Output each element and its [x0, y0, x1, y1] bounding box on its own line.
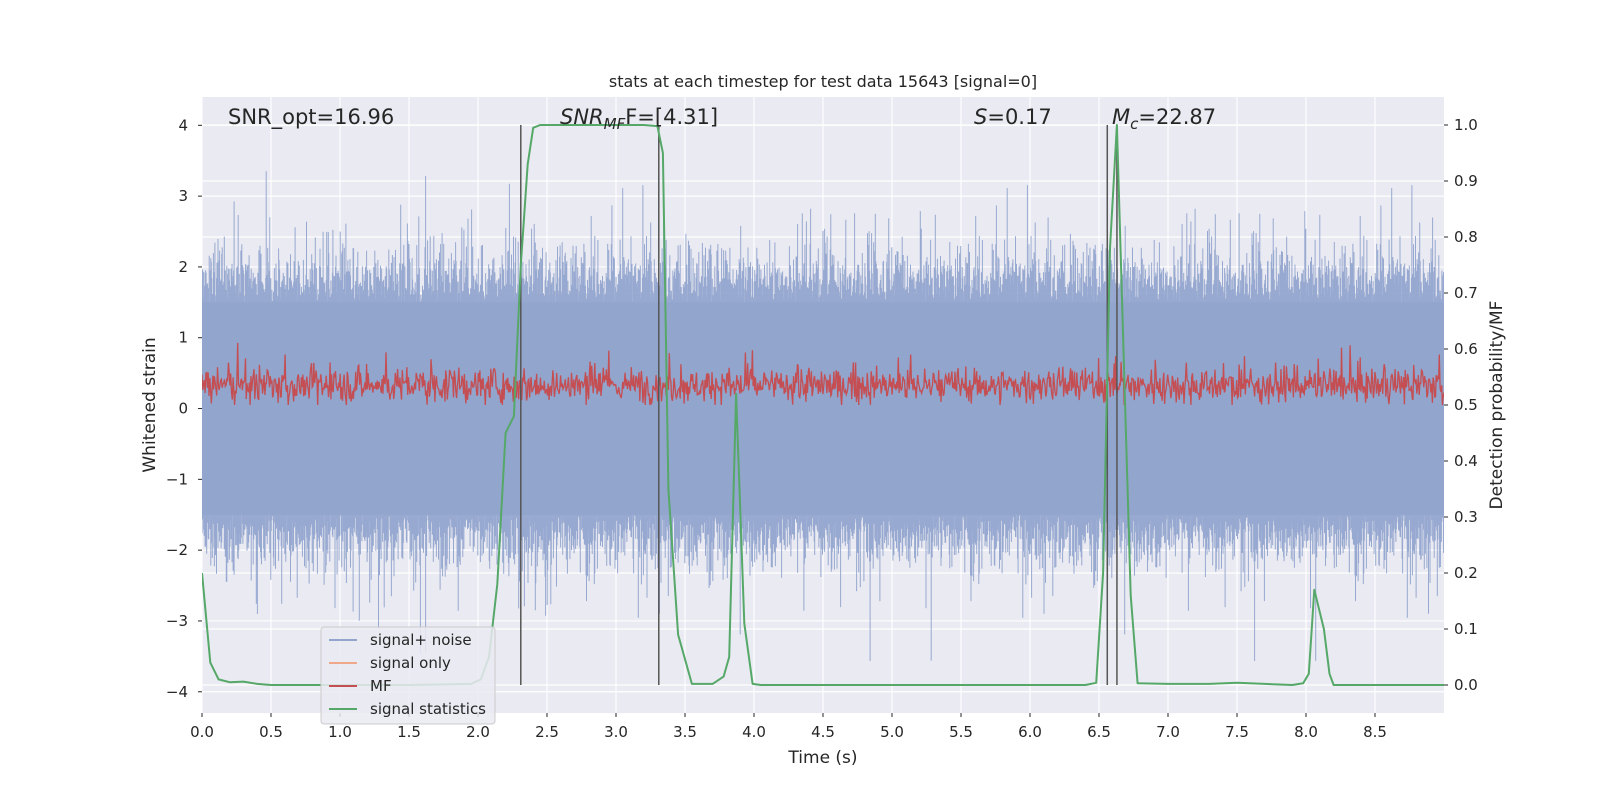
y-right-tick-label: 0.8: [1454, 228, 1478, 246]
x-tick-label: 8.0: [1294, 723, 1318, 741]
y-left-tick-label: 0: [178, 400, 188, 418]
y-right-tick-label: 1.0: [1454, 116, 1478, 134]
y-right-tick-label: 0.2: [1454, 564, 1478, 582]
x-tick-label: 4.0: [742, 723, 766, 741]
x-ticks: 0.0 0.5 1.0 1.5 2.0 2.5 3.0 3.5 4.0 4.5 5.0 5.5 6.0 6…: [190, 713, 1387, 741]
mf-trace: [202, 342, 1444, 406]
x-tick-label: 0.0: [190, 723, 214, 741]
y-left-tick-label: −3: [166, 612, 188, 630]
y-left-tick-label: −4: [166, 683, 188, 701]
x-tick-label: 8.5: [1363, 723, 1387, 741]
chart-title: stats at each timestep for test data 156…: [609, 72, 1037, 91]
y-right-tick-label: 0.5: [1454, 396, 1478, 414]
x-axis-label: Time (s): [787, 748, 857, 768]
y-right-tick-label: 0.4: [1454, 452, 1478, 470]
legend-label-signal-noise: signal+ noise: [370, 631, 472, 649]
vertical-markers: [520, 125, 1118, 685]
y-left-tick-label: 1: [178, 329, 188, 347]
x-tick-label: 3.0: [604, 723, 628, 741]
x-tick-label: 7.5: [1225, 723, 1249, 741]
x-tick-label: 0.5: [259, 723, 283, 741]
legend-label-mf: MF: [370, 677, 392, 695]
signal-noise-band: [202, 302, 1444, 515]
y-right-tick-label: 0.3: [1454, 508, 1478, 526]
y-left-tick-label: 2: [178, 258, 188, 276]
legend-label-signal-statistics: signal statistics: [370, 700, 486, 718]
y-left-ticks: −4 −3 −2 −1 0 1 2 3 4: [166, 116, 202, 701]
x-tick-label: 3.5: [673, 723, 697, 741]
x-tick-label: 6.0: [1018, 723, 1042, 741]
y-left-axis-label: Whitened strain: [140, 337, 160, 472]
annotation-snr-opt: SNR_opt=16.96: [228, 105, 394, 130]
x-tick-label: 4.5: [811, 723, 835, 741]
x-tick-label: 1.0: [328, 723, 352, 741]
y-right-tick-label: 0.7: [1454, 284, 1478, 302]
x-tick-label: 1.5: [397, 723, 421, 741]
legend-label-signal-only: signal only: [370, 654, 451, 672]
y-right-tick-label: 0.9: [1454, 172, 1478, 190]
x-tick-label: 7.0: [1156, 723, 1180, 741]
mf-series: [202, 342, 1444, 406]
y-right-tick-label: 0.0: [1454, 676, 1478, 694]
y-left-tick-label: 3: [178, 187, 188, 205]
y-right-ticks: 0.0 0.1 0.2 0.3 0.4 0.5 0.6 0.7 0.8 0.9 1.0: [1444, 116, 1478, 694]
legend: signal+ noise signal only MF signal stat…: [320, 626, 496, 725]
y-left-tick-label: 4: [178, 116, 188, 134]
y-left-tick-label: −2: [166, 541, 188, 559]
y-right-tick-label: 0.1: [1454, 620, 1478, 638]
annotation-s: S=0.17: [974, 105, 1052, 129]
legend-box: [320, 626, 496, 725]
x-tick-label: 2.5: [535, 723, 559, 741]
y-left-tick-label: −1: [166, 470, 188, 488]
y-right-tick-label: 0.6: [1454, 340, 1478, 358]
x-tick-label: 5.5: [949, 723, 973, 741]
annotation-mc: Mc=22.87: [1112, 105, 1216, 133]
y-right-axis-label: Detection probability/MF: [1487, 301, 1507, 510]
x-tick-label: 2.0: [466, 723, 490, 741]
x-tick-label: 5.0: [880, 723, 904, 741]
x-tick-label: 6.5: [1087, 723, 1111, 741]
annotation-snr-mf: SNRMFF=[4.31]: [560, 105, 718, 133]
signal-noise-series: [202, 171, 1444, 661]
